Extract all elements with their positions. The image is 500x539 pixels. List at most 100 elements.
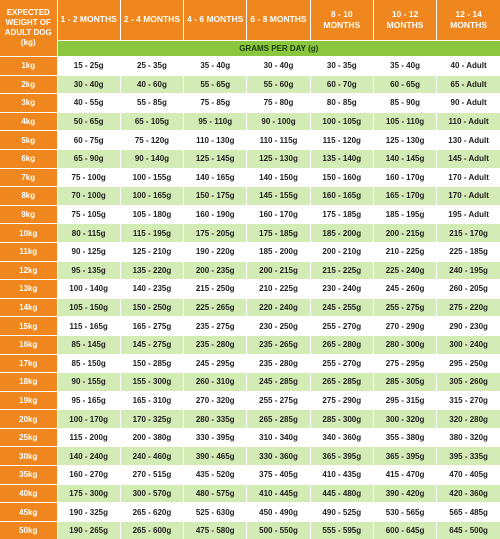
month-header: 10 - 12 MONTHS	[373, 0, 436, 40]
weight-cell: 15kg	[0, 317, 57, 336]
grams-cell: 280 - 335g	[184, 410, 247, 429]
grams-cell: 100 - 140g	[57, 280, 120, 299]
grams-cell: 410 - 435g	[310, 466, 373, 485]
grams-cell: 185 - 200g	[310, 224, 373, 243]
grams-cell: 210 - 225g	[373, 242, 436, 261]
grams-cell: 255 - 270g	[310, 317, 373, 336]
grams-cell: 90 - 155g	[57, 373, 120, 392]
grams-cell: 185 - 200g	[247, 242, 310, 261]
grams-cell: 190 - 325g	[57, 503, 120, 522]
grams-cell: 265 - 620g	[120, 503, 183, 522]
grams-cell: 210 - 225g	[247, 280, 310, 299]
grams-cell: 525 - 630g	[184, 503, 247, 522]
month-header: 8 - 10 MONTHS	[310, 0, 373, 40]
grams-cell: 30 - 40g	[247, 57, 310, 76]
grams-cell: 40 - Adult	[437, 57, 500, 76]
weight-cell: 8kg	[0, 187, 57, 206]
grams-cell: 215 - 170g	[437, 224, 500, 243]
grams-cell: 105 - 110g	[373, 112, 436, 131]
grams-cell: 245 - 260g	[373, 280, 436, 299]
grams-cell: 365 - 395g	[373, 447, 436, 466]
grams-cell: 285 - 300g	[310, 410, 373, 429]
grams-cell: 100 - 105g	[310, 112, 373, 131]
grams-cell: 60 - 70g	[310, 75, 373, 94]
weight-column-header: EXPECTED WEIGHT OF ADULT DOG (kg)	[0, 0, 57, 57]
weight-cell: 35kg	[0, 466, 57, 485]
grams-cell: 115 - 165g	[57, 317, 120, 336]
month-header: 12 - 14 MONTHS	[437, 0, 500, 40]
grams-cell: 70 - 100g	[57, 187, 120, 206]
grams-cell: 75 - 85g	[184, 94, 247, 113]
grams-cell: 295 - 315g	[373, 391, 436, 410]
grams-cell: 530 - 565g	[373, 503, 436, 522]
weight-cell: 19kg	[0, 391, 57, 410]
grams-cell: 195 - Adult	[437, 205, 500, 224]
grams-cell: 55 - 65g	[184, 75, 247, 94]
grams-cell: 230 - 250g	[247, 317, 310, 336]
weight-cell: 10kg	[0, 224, 57, 243]
grams-cell: 215 - 225g	[310, 261, 373, 280]
grams-cell: 200 - 380g	[120, 428, 183, 447]
grams-cell: 275 - 295g	[373, 354, 436, 373]
grams-cell: 65 - Adult	[437, 75, 500, 94]
weight-cell: 18kg	[0, 373, 57, 392]
grams-header-row: GRAMS PER DAY (g)	[0, 40, 500, 56]
grams-cell: 100 - 155g	[120, 168, 183, 187]
grams-cell: 310 - 340g	[247, 428, 310, 447]
grams-cell: 230 - 240g	[310, 280, 373, 299]
grams-cell: 285 - 305g	[373, 373, 436, 392]
grams-cell: 470 - 405g	[437, 466, 500, 485]
grams-cell: 365 - 395g	[310, 447, 373, 466]
grams-cell: 380 - 320g	[437, 428, 500, 447]
grams-cell: 265 - 600g	[120, 521, 183, 539]
weight-cell: 45kg	[0, 503, 57, 522]
grams-cell: 255 - 275g	[373, 298, 436, 317]
grams-cell: 235 - 275g	[184, 317, 247, 336]
grams-cell: 200 - 235g	[184, 261, 247, 280]
grams-cell: 110 - 115g	[247, 131, 310, 150]
grams-cell: 140 - 235g	[120, 280, 183, 299]
weight-cell: 3kg	[0, 94, 57, 113]
grams-cell: 235 - 265g	[247, 335, 310, 354]
grams-cell: 260 - 205g	[437, 280, 500, 299]
grams-cell: 175 - 205g	[184, 224, 247, 243]
grams-cell: 330 - 395g	[184, 428, 247, 447]
grams-cell: 225 - 185g	[437, 242, 500, 261]
grams-cell: 235 - 280g	[184, 335, 247, 354]
grams-cell: 340 - 360g	[310, 428, 373, 447]
grams-cell: 75 - 80g	[247, 94, 310, 113]
grams-cell: 160 - 170g	[373, 168, 436, 187]
grams-cell: 395 - 335g	[437, 447, 500, 466]
grams-cell: 95 - 165g	[57, 391, 120, 410]
grams-cell: 85 - 150g	[57, 354, 120, 373]
grams-cell: 50 - 65g	[57, 112, 120, 131]
grams-cell: 355 - 380g	[373, 428, 436, 447]
month-header: 2 - 4 MONTHS	[120, 0, 183, 40]
grams-cell: 110 - 130g	[184, 131, 247, 150]
grams-cell: 225 - 265g	[184, 298, 247, 317]
month-header-row: EXPECTED WEIGHT OF ADULT DOG (kg) 1 - 2 …	[0, 0, 500, 40]
grams-cell: 565 - 485g	[437, 503, 500, 522]
grams-cell: 100 - 165g	[120, 187, 183, 206]
weight-cell: 16kg	[0, 335, 57, 354]
grams-cell: 240 - 460g	[120, 447, 183, 466]
grams-cell: 600 - 645g	[373, 521, 436, 539]
weight-cell: 13kg	[0, 280, 57, 299]
grams-cell: 450 - 490g	[247, 503, 310, 522]
grams-cell: 135 - 140g	[310, 149, 373, 168]
grams-cell: 170 - Adult	[437, 187, 500, 206]
grams-cell: 80 - 85g	[310, 94, 373, 113]
month-header: 6 - 8 MONTHS	[247, 0, 310, 40]
weight-cell: 50kg	[0, 521, 57, 539]
